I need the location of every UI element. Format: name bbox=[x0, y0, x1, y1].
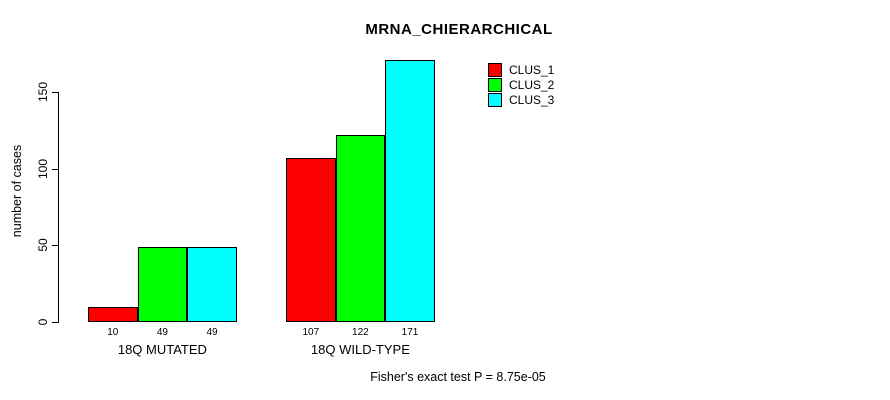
bar-clus_3-18q-wild-type bbox=[385, 59, 435, 322]
bar-clus_1-18q-wild-type bbox=[286, 157, 336, 322]
y-axis-tick bbox=[52, 92, 58, 93]
pvalue-annotation: Fisher's exact test P = 8.75e-05 bbox=[370, 370, 546, 384]
legend-label: CLUS_3 bbox=[509, 93, 555, 107]
bar-value-label: 122 bbox=[352, 327, 369, 338]
bar-clus_2-18q-wild-type bbox=[335, 134, 386, 322]
bar-clus_3-18q-mutated bbox=[187, 246, 237, 322]
y-axis-tick-label: 150 bbox=[36, 81, 50, 103]
group-label: 18Q MUTATED bbox=[117, 342, 207, 357]
legend-swatch-clus-3 bbox=[488, 93, 502, 107]
bar-value-label: 49 bbox=[156, 327, 168, 338]
legend-item: CLUS_2 bbox=[488, 78, 554, 92]
y-axis-tick-label: 0 bbox=[36, 318, 50, 326]
y-axis-tick bbox=[52, 322, 58, 323]
y-axis-label: number of cases bbox=[10, 144, 24, 238]
bar-clus_2-18q-mutated bbox=[137, 246, 188, 322]
y-axis-tick-label: 50 bbox=[36, 238, 50, 253]
y-axis-tick bbox=[52, 168, 58, 170]
legend-item: CLUS_3 bbox=[488, 93, 554, 107]
legend-item: CLUS_1 bbox=[488, 63, 554, 77]
legend-label: CLUS_2 bbox=[509, 78, 555, 92]
group-label: 18Q WILD-TYPE bbox=[310, 342, 410, 357]
y-axis-tick-label: 100 bbox=[36, 158, 50, 179]
legend-swatch-clus-1 bbox=[488, 63, 502, 77]
chart-title: MRNA_CHIERARCHICAL bbox=[365, 21, 553, 38]
bar-value-label: 171 bbox=[401, 327, 419, 338]
legend-label: CLUS_1 bbox=[509, 63, 555, 77]
legend-swatch-clus-2 bbox=[488, 78, 502, 92]
y-axis-tick bbox=[52, 245, 58, 247]
bar-clus_1-18q-mutated bbox=[88, 306, 138, 322]
y-axis-line bbox=[58, 92, 59, 323]
legend: CLUS_1 CLUS_2 CLUS_3 bbox=[488, 63, 554, 107]
bar-value-label: 10 bbox=[107, 327, 119, 338]
bar-value-label: 107 bbox=[302, 327, 320, 338]
bar-value-label: 49 bbox=[206, 327, 218, 338]
